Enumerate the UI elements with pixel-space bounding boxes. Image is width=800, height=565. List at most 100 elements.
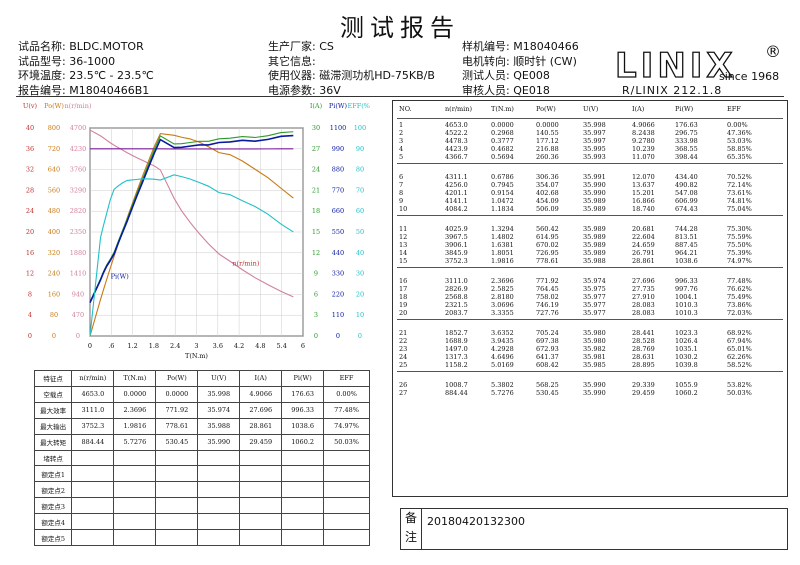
info-label: 使用仪器: <box>268 69 316 82</box>
table-cell: 670.02 <box>536 241 559 249</box>
right-axis-tick: 220 <box>332 290 344 298</box>
table-cell: 530.45 <box>155 433 199 451</box>
table-cell: 24.659 <box>632 241 655 249</box>
table-divider <box>397 371 783 372</box>
table-cell: 560.42 <box>536 225 559 233</box>
table-cell: 24 <box>399 353 408 361</box>
table-cell: 20 <box>399 309 408 317</box>
table-cell <box>281 481 325 499</box>
table-cell: 28.631 <box>632 353 655 361</box>
table-cell: 10 <box>399 205 408 213</box>
table-cell <box>281 497 325 515</box>
table-cell: 1317.3 <box>445 353 468 361</box>
info-label: 其它信息: <box>268 54 316 68</box>
right-axis-title: I(A) <box>310 102 323 110</box>
table-cell <box>323 449 370 467</box>
left-axis-tick: 8 <box>28 290 32 298</box>
table-cell: 4653.0 <box>71 385 115 403</box>
table-divider <box>397 319 783 320</box>
table-cell: 18 <box>399 293 408 301</box>
table-cell: 530.45 <box>536 389 559 397</box>
table-cell <box>239 529 283 546</box>
table-cell: 15 <box>399 257 408 265</box>
left-axis-tick: 320 <box>48 249 60 257</box>
table-cell: 20.681 <box>632 225 655 233</box>
table-cell: 50.03% <box>727 389 752 397</box>
info-label: 生产厂家: <box>268 40 316 53</box>
table-cell: 1.8051 <box>491 249 514 257</box>
table-cell <box>113 513 157 531</box>
right-axis-tick: 9 <box>314 270 318 278</box>
right-axis-tick: 0 <box>336 332 340 340</box>
table-cell: 1.4802 <box>491 233 514 241</box>
points-header-cell: Po(W) <box>155 370 199 387</box>
left-axis-tick: 4230 <box>70 145 87 153</box>
table-row: 额定点1 <box>33 465 370 483</box>
table-cell <box>281 449 325 467</box>
right-axis-tick: 660 <box>332 207 344 215</box>
table-cell: 1 <box>399 121 404 129</box>
info-value: QE018 <box>513 83 550 97</box>
table-cell: 35.989 <box>583 241 606 249</box>
info-value: CS <box>319 40 334 53</box>
table-cell: 1030.2 <box>675 353 698 361</box>
table-cell: 964.21 <box>675 249 698 257</box>
right-axis-tick: 770 <box>332 186 344 194</box>
table-cell: 53.03% <box>727 137 752 145</box>
table-cell <box>323 529 370 546</box>
table-divider <box>397 118 783 119</box>
table-cell: 3.0696 <box>491 301 514 309</box>
table-cell: 9.2780 <box>632 137 655 145</box>
table-cell <box>197 449 241 467</box>
table-cell: 2568.8 <box>445 293 468 301</box>
table-cell: 25 <box>399 361 408 369</box>
table-cell: 1852.7 <box>445 329 468 337</box>
info-label: 报告编号: <box>18 83 66 97</box>
table-cell: 726.95 <box>536 249 559 257</box>
table-cell: 27.910 <box>632 293 655 301</box>
table-cell: 5.7276 <box>113 433 157 451</box>
left-axis-title: n(r/min) <box>65 102 92 110</box>
table-cell: 1158.2 <box>445 361 468 369</box>
right-axis-tick: 990 <box>332 145 344 153</box>
table-cell: 12.070 <box>632 173 655 181</box>
table-cell <box>113 481 157 499</box>
logo-version: R/LINIX 212.1.8 <box>622 84 723 97</box>
table-cell: 22.604 <box>632 233 655 241</box>
table-cell: 3.9435 <box>491 337 514 345</box>
table-cell: 2826.9 <box>445 285 468 293</box>
table-cell: 4.9066 <box>239 385 283 403</box>
right-axis-tick: 40 <box>356 249 364 257</box>
table-cell <box>71 497 115 515</box>
right-axis-title: Pi(W) <box>329 102 348 110</box>
table-cell: 76.62% <box>727 285 752 293</box>
info-value: 磁滞测功机HD-75KB/B <box>319 69 435 82</box>
table-cell: 606.99 <box>675 197 698 205</box>
left-axis-tick: 32 <box>26 166 34 174</box>
table-cell: 1023.3 <box>675 329 698 337</box>
left-axis-tick: 36 <box>26 145 34 153</box>
right-axis-tick: 10 <box>356 311 364 319</box>
table-cell: 28.861 <box>239 417 283 435</box>
note-label: 备注 <box>401 509 422 549</box>
table-cell: 35.990 <box>583 389 606 397</box>
table-cell: 0.9154 <box>491 189 514 197</box>
annotation-n: n(r/min) <box>232 260 259 268</box>
header-divider <box>16 96 784 97</box>
points-header-cell: U(V) <box>197 370 241 387</box>
table-cell: 4 <box>399 145 404 153</box>
table-cell: 8.2438 <box>632 129 655 137</box>
table-cell: 2.3696 <box>491 277 514 285</box>
table-cell: 28.083 <box>632 309 655 317</box>
table-cell: 3.3355 <box>491 309 514 317</box>
right-axis-tick: 27 <box>312 145 320 153</box>
annotation-pi: Pi(W) <box>111 272 130 280</box>
table-cell: 35.985 <box>583 361 606 369</box>
left-axis-tick: 480 <box>48 207 60 215</box>
table-cell: 35.980 <box>583 337 606 345</box>
table-cell: 727.76 <box>536 309 559 317</box>
table-cell: 744.28 <box>675 225 698 233</box>
table-cell: 74.81% <box>727 197 752 205</box>
table-cell: 50.03% <box>323 433 370 451</box>
table-cell: 2.3696 <box>113 401 157 419</box>
